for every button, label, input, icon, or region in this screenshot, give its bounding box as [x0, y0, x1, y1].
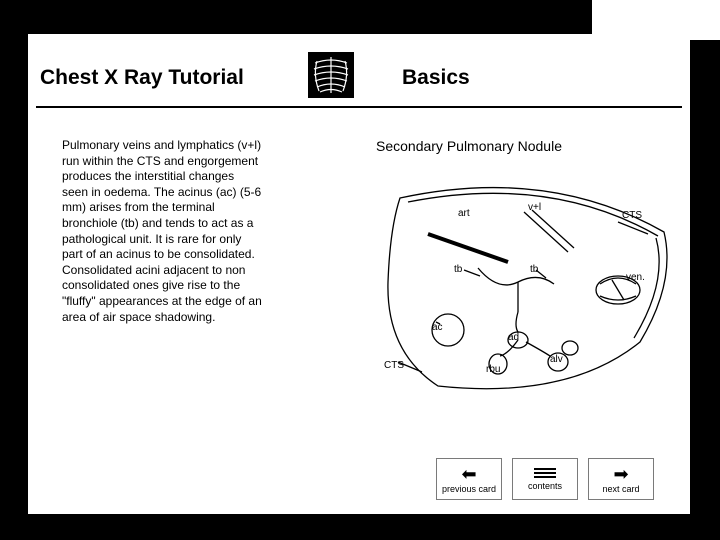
- label-cts-top: CTS: [622, 210, 642, 221]
- label-cts-bottom: CTS: [384, 360, 404, 371]
- diagram-title: Secondary Pulmonary Nodule: [376, 138, 562, 154]
- page-title-right: Basics: [402, 66, 470, 90]
- nav-bar: ⬅ previous card contents ➡ next card: [436, 458, 654, 500]
- next-label: next card: [602, 484, 639, 494]
- pulmonary-nodule-diagram: art v+l CTS tb tb ven. ac ad rbu alv CTS: [368, 172, 684, 412]
- label-ven: ven.: [626, 272, 645, 283]
- previous-label: previous card: [442, 484, 496, 494]
- contents-icon: [534, 468, 556, 478]
- label-rbu: rbu: [486, 364, 500, 375]
- contents-button[interactable]: contents: [512, 458, 578, 500]
- arrow-right-icon: ➡: [613, 465, 628, 483]
- ribcage-icon: [308, 52, 354, 98]
- contents-label: contents: [528, 481, 562, 491]
- page-title-left: Chest X Ray Tutorial: [40, 66, 244, 90]
- card: Chest X Ray Tutorial: [28, 34, 690, 514]
- label-alv: alv: [550, 354, 563, 365]
- arrow-left-icon: ⬅: [461, 465, 476, 483]
- page: Chest X Ray Tutorial: [0, 0, 720, 540]
- label-tb2: tb: [530, 264, 538, 275]
- body-text: Pulmonary veins and lymphatics (v+l) run…: [62, 138, 262, 325]
- label-ac: ac: [432, 322, 443, 333]
- label-vl: v+l: [528, 202, 541, 213]
- label-ad: ad: [508, 332, 519, 343]
- previous-card-button[interactable]: ⬅ previous card: [436, 458, 502, 500]
- header: Chest X Ray Tutorial: [28, 52, 690, 104]
- header-rule: [36, 106, 682, 108]
- next-card-button[interactable]: ➡ next card: [588, 458, 654, 500]
- label-art: art: [458, 208, 470, 219]
- label-tb1: tb: [454, 264, 462, 275]
